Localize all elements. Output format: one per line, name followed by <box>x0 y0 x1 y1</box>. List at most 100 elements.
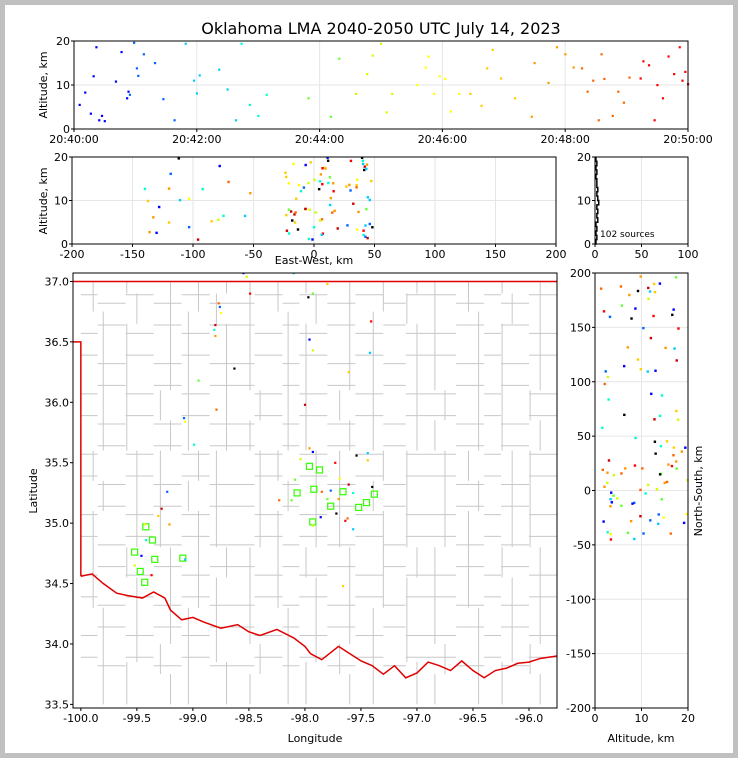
tick-label-y: 10 <box>54 195 68 208</box>
altitude-north-south-point <box>620 304 624 307</box>
east-west-point <box>364 235 367 238</box>
figure: Oklahoma LMA 2040-2050 UTC July 14, 2023… <box>5 5 733 753</box>
altitude-north-south-point <box>609 538 613 541</box>
east-west-point <box>249 191 252 195</box>
county-line-horizontal <box>80 596 557 606</box>
altitude-north-south-point <box>669 532 672 535</box>
altitude-north-south-point <box>659 444 663 448</box>
time-height-point <box>100 114 104 117</box>
east-west-point <box>297 183 301 187</box>
time-height-point <box>329 115 332 118</box>
altitude-north-south-point <box>610 491 613 494</box>
tick-label-y: 20 <box>54 151 68 164</box>
altitude-north-south-point <box>639 515 642 518</box>
east-west-point <box>362 233 365 237</box>
east-west-point <box>292 162 295 166</box>
plan-view-source <box>245 275 248 278</box>
altitude-north-south-point <box>674 460 678 463</box>
time-height-point <box>653 119 656 122</box>
altitude-north-south-point <box>606 471 609 474</box>
altitude-north-south-point <box>602 520 605 523</box>
tick-label-x: 100 <box>678 248 699 261</box>
time-height-point <box>133 41 136 44</box>
time-height-point <box>84 91 87 94</box>
plan-view-source <box>233 367 236 370</box>
east-west-point <box>210 220 213 223</box>
altitude-north-south-point <box>649 519 652 522</box>
altitude-north-south-point <box>646 483 650 487</box>
altitude-north-south-point <box>672 446 676 449</box>
altitude-north-south-point <box>657 513 660 516</box>
lma-station <box>355 503 363 512</box>
time-height-point <box>678 46 681 49</box>
tick-label-x: -99.5 <box>123 712 151 725</box>
plan-view-source <box>166 490 169 493</box>
time-height-point <box>257 114 260 117</box>
tick-label-y: 10 <box>56 79 70 92</box>
altitude-north-south-point <box>663 481 666 485</box>
plan-view-source <box>214 323 217 327</box>
east-west-point <box>227 180 230 184</box>
county-line-horizontal <box>80 445 557 455</box>
east-west-point <box>319 173 323 176</box>
east-west-point <box>320 233 323 236</box>
time-height-point <box>193 79 196 82</box>
altitude-north-south-point <box>655 488 659 491</box>
tick-label-y: 20 <box>56 35 70 48</box>
east-west-point <box>312 226 316 229</box>
time-height-point <box>449 110 452 113</box>
tick-label-y: 50 <box>577 430 591 443</box>
plan-view-sources <box>133 273 374 588</box>
altitude-north-south-point <box>665 440 669 443</box>
plan-view-source <box>311 292 314 295</box>
east-west-point <box>355 183 358 187</box>
altitude-north-south-point <box>626 531 630 535</box>
county-line-horizontal <box>80 384 557 395</box>
tick-label-x: 200 <box>546 248 567 261</box>
county-line-vertical <box>277 281 289 705</box>
tick-label-x: -50 <box>245 248 263 261</box>
tick-label-y: 100 <box>570 376 591 389</box>
time-height-point <box>218 68 221 71</box>
panel-altitude-histogram: 0 50 100 0 10 20 102 sources <box>577 151 699 261</box>
tick-label-x: 50 <box>635 248 649 261</box>
plan-view-source <box>352 528 355 531</box>
lma-station <box>327 502 335 510</box>
east-west-point <box>324 167 327 170</box>
east-west-point <box>309 161 312 164</box>
east-west-point <box>318 180 322 183</box>
time-height-point <box>491 48 494 51</box>
source-count-label: 102 sources <box>600 230 655 240</box>
altitude-north-south-point <box>601 426 604 429</box>
east-west-point <box>348 183 351 187</box>
east-west-point <box>328 176 332 179</box>
time-height-point <box>354 92 358 95</box>
plan-view-source <box>184 558 187 561</box>
altitude-north-south-point <box>619 285 623 288</box>
tick-label-y: -150 <box>566 648 591 661</box>
altitude-north-south-point <box>677 327 680 330</box>
altitude-north-south-point <box>672 308 675 311</box>
county-line-horizontal <box>80 505 557 516</box>
county-line-vertical <box>434 281 446 705</box>
altitude-north-south-point <box>682 521 686 525</box>
plan-view-frame <box>72 272 558 709</box>
county-line-horizontal <box>80 535 557 546</box>
county-line-vertical <box>249 281 261 705</box>
tick-label-y: -100 <box>566 593 591 606</box>
tick-label-x: -96.0 <box>515 712 543 725</box>
altitude-north-south-point <box>599 287 603 290</box>
east-west-point <box>333 209 336 213</box>
east-west-point <box>152 216 155 219</box>
county-line-vertical <box>406 281 418 705</box>
lma-station <box>370 490 378 498</box>
plan-view-source <box>308 447 311 450</box>
east-west-point <box>332 190 335 193</box>
time-height-point <box>642 60 645 63</box>
altitude-north-south-point <box>622 364 626 368</box>
plan-view-xlabel: Longitude <box>288 732 343 745</box>
time-height-point <box>114 80 118 83</box>
altitude-north-south-point <box>631 502 634 505</box>
lma-station <box>131 548 139 556</box>
altitude-north-south-point <box>628 293 631 297</box>
